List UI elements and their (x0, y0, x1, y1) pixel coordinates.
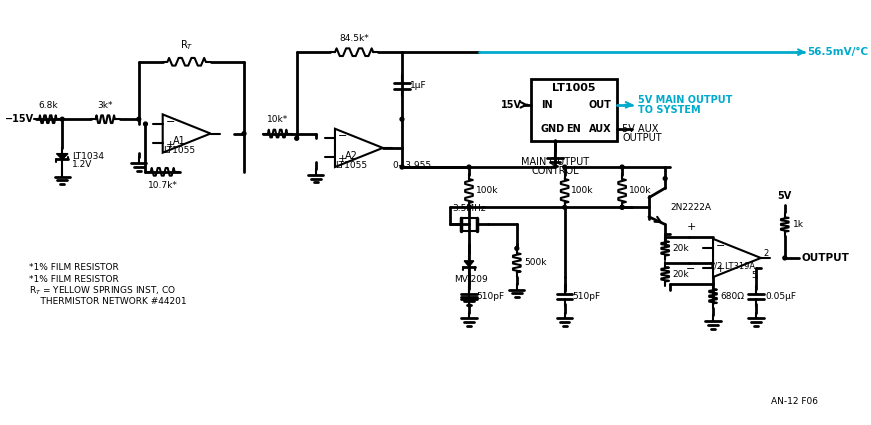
Text: 1.2V: 1.2V (71, 160, 92, 169)
Text: *1% FILM RESISTOR: *1% FILM RESISTOR (29, 275, 118, 283)
Text: 2: 2 (764, 249, 769, 258)
Text: −: − (716, 241, 726, 252)
Text: 3.5MHz: 3.5MHz (452, 204, 486, 213)
Text: 510pF: 510pF (476, 292, 505, 301)
Text: TO SYSTEM: TO SYSTEM (638, 105, 701, 115)
Circle shape (663, 177, 667, 181)
Text: 510pF: 510pF (572, 292, 600, 301)
Circle shape (783, 256, 787, 260)
Text: 2N2222A: 2N2222A (670, 203, 711, 212)
Text: −: − (338, 131, 348, 142)
Circle shape (137, 117, 141, 121)
Text: OUTPUT: OUTPUT (801, 253, 849, 263)
Text: 0.05μF: 0.05μF (766, 292, 797, 301)
Circle shape (515, 246, 519, 250)
Text: 84.5k*: 84.5k* (339, 34, 369, 43)
Bar (462, 218, 476, 231)
Text: 10.7k*: 10.7k* (148, 181, 178, 190)
Text: 100k: 100k (476, 187, 498, 196)
Circle shape (242, 132, 246, 136)
Text: 100k: 100k (571, 187, 594, 196)
Text: 680Ω: 680Ω (720, 292, 745, 301)
Text: A2: A2 (345, 150, 358, 161)
Text: LT1055: LT1055 (163, 146, 195, 155)
Circle shape (294, 136, 299, 140)
Circle shape (620, 205, 624, 209)
Text: 3k*: 3k* (98, 101, 113, 110)
Text: 10k*: 10k* (267, 115, 288, 124)
Text: THERMISTOR NETWORK #44201: THERMISTOR NETWORK #44201 (29, 298, 186, 306)
Circle shape (467, 165, 471, 169)
Text: EN: EN (567, 124, 581, 134)
Text: LT1034: LT1034 (71, 152, 104, 161)
Text: +: + (686, 222, 696, 232)
Circle shape (620, 165, 624, 169)
Text: +: + (165, 140, 175, 150)
Text: 5V: 5V (778, 190, 792, 201)
Text: −: − (165, 117, 175, 127)
Text: R$_T$: R$_T$ (180, 38, 193, 52)
Text: 56.5mV/°C: 56.5mV/°C (807, 47, 868, 57)
Text: 5V MAIN OUTPUT: 5V MAIN OUTPUT (638, 95, 733, 105)
Text: 20k: 20k (672, 270, 690, 279)
Text: A1: A1 (172, 136, 186, 146)
Text: 5V AUX: 5V AUX (622, 124, 658, 134)
Circle shape (563, 165, 567, 169)
Text: CONTROL: CONTROL (531, 166, 579, 176)
Text: R$_T$ = YELLOW SPRINGS INST, CO: R$_T$ = YELLOW SPRINGS INST, CO (29, 284, 176, 297)
Text: 15V: 15V (501, 100, 522, 110)
Text: AUX: AUX (589, 124, 611, 134)
Polygon shape (57, 154, 68, 159)
Polygon shape (464, 261, 474, 266)
Text: AN-12 F06: AN-12 F06 (772, 397, 818, 406)
Circle shape (467, 205, 471, 209)
Circle shape (400, 117, 404, 121)
Text: −15V: −15V (4, 114, 34, 124)
Text: LT1005: LT1005 (552, 83, 596, 93)
Text: MAIN OUTPUT: MAIN OUTPUT (521, 157, 589, 167)
Circle shape (400, 165, 404, 169)
Text: 20k: 20k (672, 244, 690, 253)
Text: −: − (686, 264, 696, 275)
Circle shape (563, 205, 567, 209)
Text: +: + (716, 264, 726, 275)
Circle shape (60, 117, 64, 121)
Text: 1/2 LT319A: 1/2 LT319A (709, 261, 755, 270)
Circle shape (620, 205, 624, 209)
Text: GND: GND (541, 124, 565, 134)
Text: 0−3.955: 0−3.955 (393, 161, 431, 170)
Text: LT1055: LT1055 (335, 161, 368, 170)
Bar (531, 79, 618, 141)
Text: OUT: OUT (589, 100, 611, 110)
Text: 6.8k: 6.8k (38, 101, 57, 110)
Text: 1μF: 1μF (409, 81, 426, 90)
Text: *1% FILM RESISTOR: *1% FILM RESISTOR (29, 263, 118, 272)
Text: IN: IN (541, 100, 552, 110)
Text: OUTPUT: OUTPUT (622, 133, 662, 143)
Text: MV-209: MV-209 (455, 275, 489, 283)
Text: 1k: 1k (793, 220, 803, 229)
Circle shape (144, 122, 147, 126)
Text: 5: 5 (752, 271, 757, 280)
Text: 500k: 500k (524, 258, 547, 267)
Text: 100k: 100k (629, 187, 652, 196)
Text: +: + (338, 154, 348, 164)
